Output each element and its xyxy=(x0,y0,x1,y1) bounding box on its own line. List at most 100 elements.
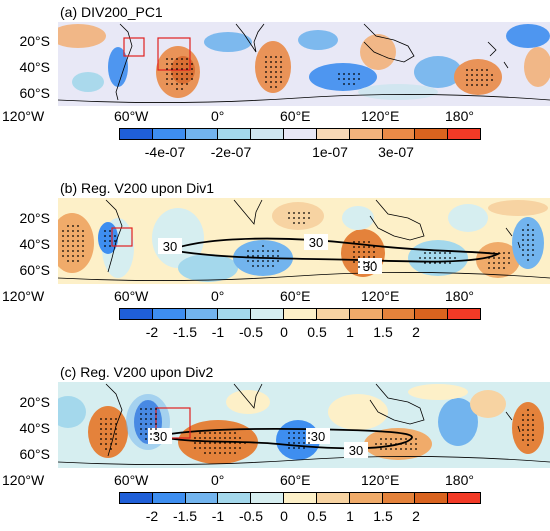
colorbar-swatch xyxy=(448,129,480,139)
lon-label: 120°W xyxy=(2,108,45,124)
colorbar-swatch xyxy=(382,309,416,319)
lon-label: 60°E xyxy=(280,108,311,124)
lon-label: 120°W xyxy=(2,288,45,304)
colorbar xyxy=(119,128,481,140)
colorbar-swatch xyxy=(382,493,416,503)
colorbar-swatch xyxy=(349,309,383,319)
contour-label: 30 xyxy=(309,235,323,250)
lat-label: 60°S xyxy=(19,85,50,101)
colorbar-label: 1.5 xyxy=(373,508,393,524)
contour-label: 30 xyxy=(311,429,325,444)
colorbar-label: -0.5 xyxy=(238,508,264,524)
colorbar-label: 0.5 xyxy=(307,508,327,524)
colorbar-label: -2e-07 xyxy=(210,144,252,160)
lat-label: 20°S xyxy=(19,33,50,49)
colorbar-swatch xyxy=(218,493,252,503)
lat-label: 40°S xyxy=(19,420,50,436)
colorbar-label: -0.5 xyxy=(238,324,264,340)
colorbar-label: 3e-07 xyxy=(378,144,414,160)
colorbar-swatch xyxy=(251,309,285,319)
lon-label: 60°W xyxy=(114,472,149,488)
lon-label: 180° xyxy=(445,288,474,304)
colorbar-swatch xyxy=(448,493,480,503)
colorbar-swatch xyxy=(218,309,252,319)
colorbar-label: 1.5 xyxy=(373,324,393,340)
lon-label: 0° xyxy=(211,288,225,304)
panel-c: (c) Reg. V200 upon Div2 20°S 40°S 60°S xyxy=(0,360,550,531)
lon-label: 120°E xyxy=(361,472,400,488)
colorbar-swatch xyxy=(185,129,219,139)
panel-title: (a) DIV200_PC1 xyxy=(60,4,163,20)
map-field: 30 30 30 xyxy=(58,382,550,468)
colorbar-label: -1 xyxy=(211,508,225,524)
colorbar-swatch xyxy=(415,309,449,319)
lon-label: 0° xyxy=(211,472,225,488)
colorbar-label: 1e-07 xyxy=(312,144,348,160)
colorbar xyxy=(119,308,481,320)
colorbar-swatch xyxy=(349,493,383,503)
colorbar-swatch xyxy=(185,493,219,503)
colorbar-swatch xyxy=(448,309,480,319)
contour-label: 30 xyxy=(349,443,363,458)
lat-label: 20°S xyxy=(19,394,50,410)
colorbar-label: 0 xyxy=(280,508,288,524)
lat-label: 60°S xyxy=(19,446,50,462)
colorbar-swatch xyxy=(415,493,449,503)
colorbar-swatch xyxy=(152,309,186,319)
colorbar-swatch xyxy=(185,309,219,319)
lon-label: 0° xyxy=(211,108,225,124)
lon-label: 120°E xyxy=(361,288,400,304)
colorbar-swatch xyxy=(284,309,317,319)
colorbar-swatch xyxy=(152,493,186,503)
panel-b: (b) Reg. V200 upon Div1 20°S 40°S 60°S xyxy=(0,176,550,346)
panel-title: (c) Reg. V200 upon Div2 xyxy=(60,364,214,380)
colorbar-swatch xyxy=(152,129,186,139)
colorbar-swatch xyxy=(382,129,416,139)
colorbar-label: -1 xyxy=(211,324,225,340)
colorbar-swatch xyxy=(316,129,350,139)
contour-label: 30 xyxy=(153,429,167,444)
colorbar-label: 2 xyxy=(412,324,420,340)
colorbar-label: -4e-07 xyxy=(144,144,186,160)
lon-label: 60°E xyxy=(280,472,311,488)
lon-label: 60°W xyxy=(114,108,149,124)
lat-label: 40°S xyxy=(19,59,50,75)
colorbar-label: 2 xyxy=(412,508,420,524)
contour-label: 30 xyxy=(163,239,177,254)
colorbar-swatch xyxy=(251,493,285,503)
panel-a: (a) DIV200_PC1 20°S 40°S 60°S xyxy=(0,0,550,160)
lon-label: 180° xyxy=(445,472,474,488)
colorbar-swatch xyxy=(120,309,153,319)
colorbar-label: -2 xyxy=(145,324,159,340)
colorbar-label: -1.5 xyxy=(172,324,198,340)
colorbar-swatch xyxy=(349,129,383,139)
colorbar-swatch xyxy=(218,129,252,139)
colorbar-swatch xyxy=(120,493,153,503)
panel-title: (b) Reg. V200 upon Div1 xyxy=(60,180,215,196)
lon-label: 60°W xyxy=(114,288,149,304)
lat-label: 60°S xyxy=(19,262,50,278)
lon-label: 120°W xyxy=(2,472,45,488)
lon-label: 60°E xyxy=(280,288,311,304)
colorbar-swatch xyxy=(284,129,317,139)
colorbar-label: 1 xyxy=(346,324,354,340)
map-field xyxy=(58,22,550,106)
colorbar-swatch xyxy=(251,129,285,139)
colorbar-label: 0 xyxy=(280,324,288,340)
colorbar-label: 1 xyxy=(346,508,354,524)
colorbar xyxy=(119,492,481,504)
colorbar-swatch xyxy=(284,493,317,503)
colorbar-swatch xyxy=(415,129,449,139)
lon-label: 120°E xyxy=(361,108,400,124)
lon-label: 180° xyxy=(445,108,474,124)
map-field: 30 30 30 xyxy=(58,198,550,284)
colorbar-swatch xyxy=(316,493,350,503)
colorbar-swatch xyxy=(120,129,153,139)
lat-label: 20°S xyxy=(19,210,50,226)
colorbar-label: 0.5 xyxy=(307,324,327,340)
colorbar-label: -2 xyxy=(145,508,159,524)
colorbar-swatch xyxy=(316,309,350,319)
lat-label: 40°S xyxy=(19,236,50,252)
colorbar-label: -1.5 xyxy=(172,508,198,524)
contour-label: 30 xyxy=(363,259,377,274)
